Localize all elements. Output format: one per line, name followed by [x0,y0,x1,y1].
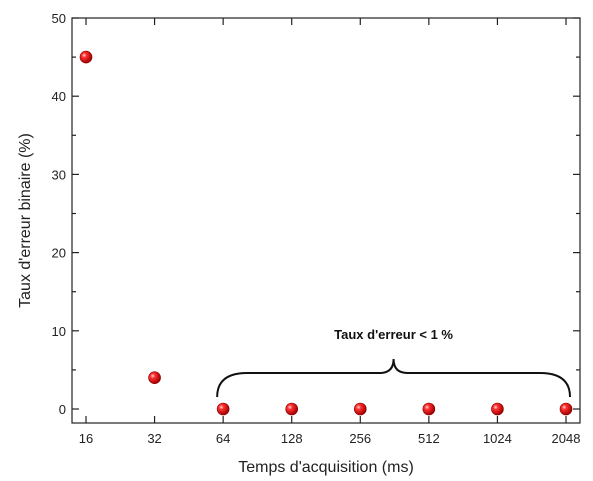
y-tick-label: 40 [52,89,66,104]
y-tick-label: 10 [52,324,66,339]
annotation: Taux d'erreur < 1 % [216,327,571,398]
x-tick-label: 512 [418,431,440,446]
x-tick-label: 16 [79,431,93,446]
axes: 16 32 64 128 256 512 1024 2048 0 10 20 30 40 50 [52,11,581,446]
x-tick-label: 2048 [552,431,581,446]
y-axis-title: Taux d'erreur binaire (%) [17,133,34,308]
y-tick-label: 0 [59,402,66,417]
data-point [559,402,573,416]
data-points [79,50,573,416]
data-point [216,402,230,416]
data-point [79,50,93,64]
plot-frame [71,17,581,424]
y-tick-label: 20 [52,246,66,261]
annotation-text: Taux d'erreur < 1 % [334,327,453,342]
data-point [491,402,504,416]
x-tick-label: 1024 [483,431,512,446]
x-tick-label: 64 [216,431,230,446]
x-tick-label: 128 [281,431,303,446]
x-tick-label: 256 [349,431,371,446]
data-point [422,402,436,416]
x-axis-title: Temps d'acquisition (ms) [238,459,414,476]
y-tick-label: 50 [52,11,66,26]
x-tick-label: 32 [147,431,161,446]
data-point [353,402,367,416]
data-point [285,402,299,416]
data-point [148,371,161,385]
y-tick-label: 30 [52,167,66,182]
annotation-brace [216,358,571,398]
